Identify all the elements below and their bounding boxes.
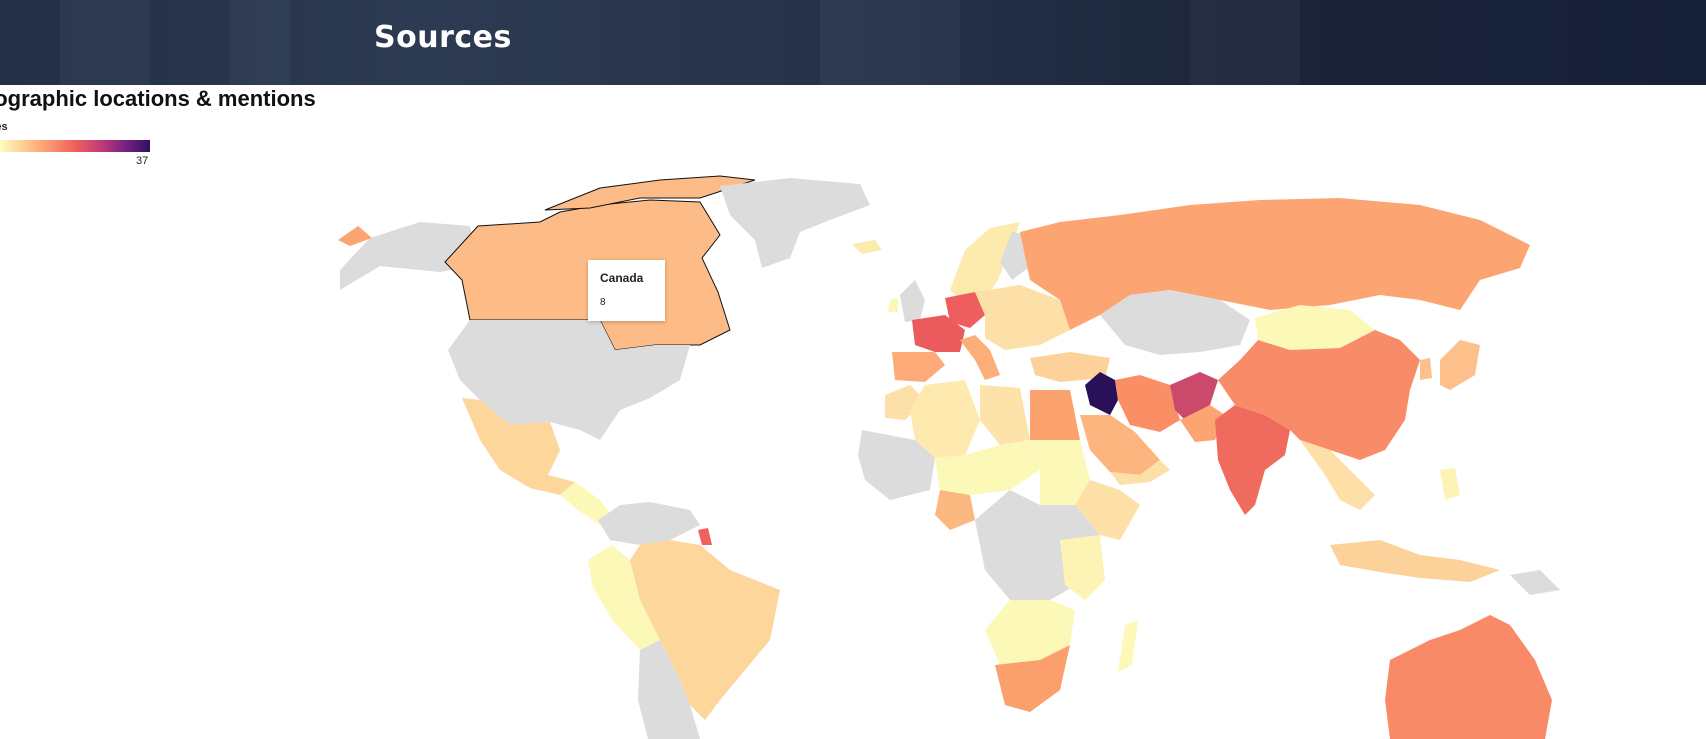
country-mongolia[interactable] — [1255, 305, 1375, 350]
country-norway-sweden[interactable] — [950, 222, 1020, 305]
country-france[interactable] — [912, 315, 965, 352]
country-morocco[interactable] — [885, 385, 925, 420]
country-libya[interactable] — [980, 385, 1030, 445]
country-india[interactable] — [1215, 405, 1290, 515]
country-italy[interactable] — [960, 335, 1000, 380]
country-afghanistan[interactable] — [1170, 372, 1218, 420]
country-colombia-venezuela[interactable] — [598, 502, 700, 545]
banner-texture — [1190, 0, 1300, 85]
page-title: Sources — [374, 20, 512, 55]
country-papua-new-guinea[interactable] — [1510, 570, 1560, 595]
legend-max-value: 37 — [136, 155, 149, 167]
country-united-kingdom[interactable] — [900, 280, 925, 322]
banner-texture — [230, 0, 290, 85]
country-indonesia[interactable] — [1330, 540, 1500, 582]
country-korea[interactable] — [1420, 358, 1432, 380]
country-southeast-asia[interactable] — [1300, 440, 1375, 510]
country-southern-africa[interactable] — [985, 600, 1075, 665]
country-pakistan[interactable] — [1180, 405, 1225, 442]
banner-texture — [820, 0, 960, 85]
country-nigeria[interactable] — [935, 490, 975, 530]
country-south-africa[interactable] — [995, 645, 1070, 712]
country-kazakhstan[interactable] — [1100, 290, 1250, 355]
country-ireland[interactable] — [888, 298, 898, 312]
map-title: eographic locations & mentions — [0, 86, 316, 111]
country-alaska[interactable] — [340, 222, 478, 290]
country-iran[interactable] — [1115, 375, 1180, 432]
country-french-guiana[interactable] — [698, 528, 712, 545]
country-egypt[interactable] — [1030, 390, 1080, 440]
country-peru[interactable] — [588, 545, 660, 650]
country-japan[interactable] — [1440, 340, 1480, 390]
country-west-africa[interactable] — [858, 430, 935, 500]
country-yemen-oman[interactable] — [1110, 460, 1170, 485]
country-greenland[interactable] — [720, 178, 870, 268]
country-madagascar[interactable] — [1118, 620, 1138, 672]
legend-label: ries — [0, 121, 8, 133]
country-central-america[interactable] — [560, 482, 615, 525]
country-canada-arctic[interactable] — [544, 175, 756, 211]
country-ethiopia-somalia[interactable] — [1075, 480, 1140, 540]
country-iraq[interactable] — [1085, 372, 1118, 415]
country-east-africa[interactable] — [1060, 535, 1105, 600]
country-sudan[interactable] — [1030, 440, 1090, 505]
tooltip-country-name: Canada — [600, 271, 644, 285]
country-australia[interactable] — [1385, 615, 1552, 739]
country-spain[interactable] — [892, 352, 945, 382]
legend-color-scale — [0, 140, 150, 152]
world-map[interactable] — [0, 150, 1706, 739]
header-banner: Sources — [0, 0, 1706, 85]
banner-texture — [60, 0, 150, 85]
country-mexico[interactable] — [462, 398, 575, 495]
country-philippines[interactable] — [1440, 468, 1460, 500]
country-saudi-arabia[interactable] — [1080, 415, 1160, 475]
country-united-states[interactable] — [448, 320, 690, 440]
tooltip-value: 8 — [600, 297, 606, 308]
country-russia[interactable] — [1020, 198, 1530, 330]
country-iceland[interactable] — [852, 240, 882, 254]
country-brazil[interactable] — [630, 540, 780, 720]
country-eastern-europe[interactable] — [975, 285, 1070, 350]
country-germany[interactable] — [945, 292, 985, 328]
country-mali-niger[interactable] — [935, 440, 1040, 495]
country-algeria[interactable] — [910, 380, 980, 458]
country-china[interactable] — [1218, 330, 1420, 460]
country-alaska-islands[interactable] — [338, 226, 372, 246]
country-turkey[interactable] — [1030, 352, 1110, 382]
map-tooltip: Canada 8 — [588, 260, 665, 321]
country-southern-cone[interactable] — [638, 640, 700, 739]
